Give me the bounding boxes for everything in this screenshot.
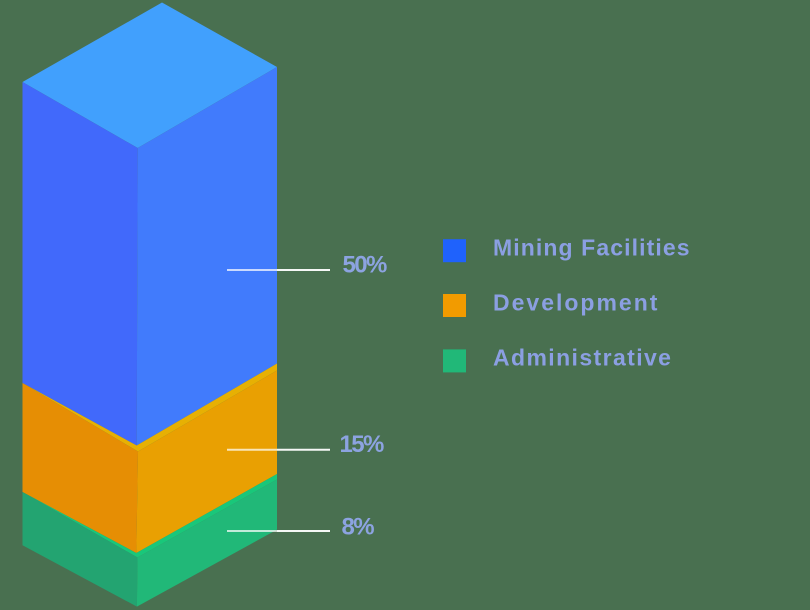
svg-text:15%: 15% — [340, 431, 384, 458]
svg-text:Mining Facilities: Mining Facilities — [493, 235, 691, 261]
svg-text:8%: 8% — [342, 513, 375, 540]
svg-text:Administrative: Administrative — [493, 344, 672, 370]
svg-text:Development: Development — [493, 290, 659, 316]
svg-text:50%: 50% — [343, 252, 387, 279]
